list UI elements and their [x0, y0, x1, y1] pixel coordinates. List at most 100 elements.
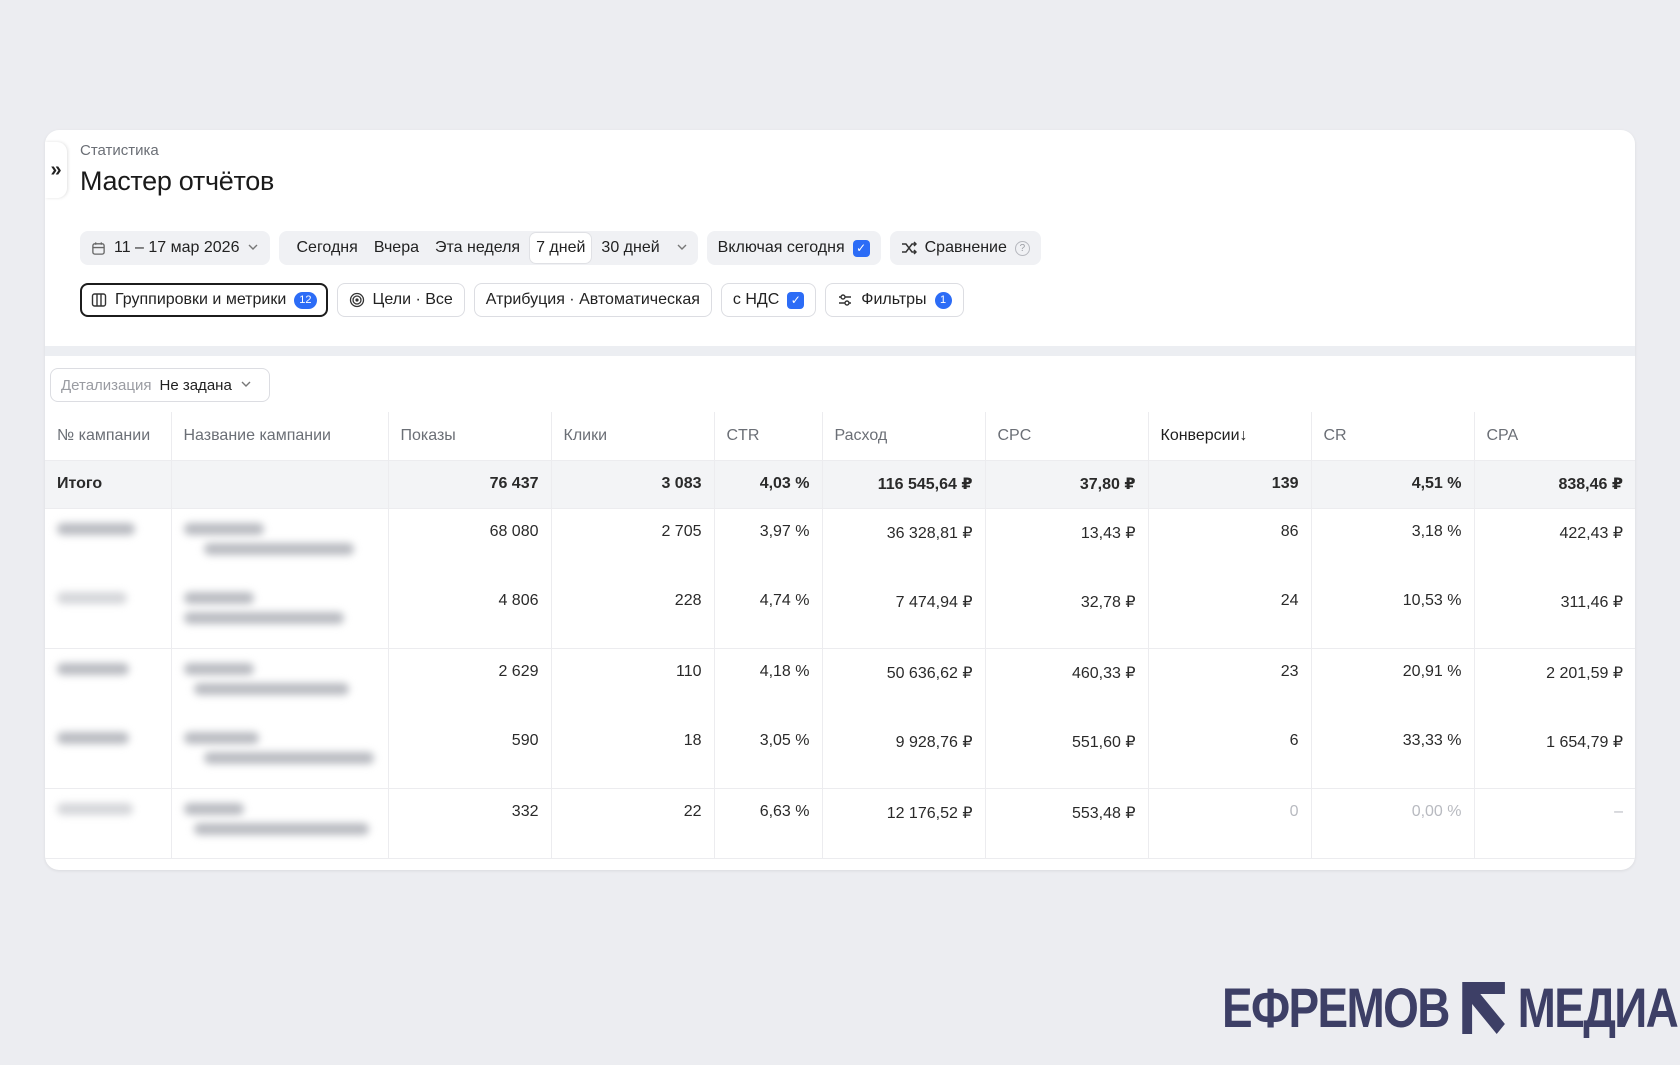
table-row[interactable]: 590 18 3,05 % 9 928,76 ₽ 551,60 ₽ 6 33,3…	[45, 718, 1635, 789]
table-cell: 36 328,81 ₽	[822, 508, 986, 578]
campaign-name-redacted	[171, 648, 389, 718]
table-cell: 3,97 %	[714, 508, 823, 578]
calendar-icon	[91, 241, 106, 256]
column-header[interactable]: CR	[1311, 412, 1475, 461]
table-row[interactable]: 2 629 110 4,18 % 50 636,62 ₽ 460,33 ₽ 23…	[45, 648, 1635, 718]
period-yesterday[interactable]: Вчера	[373, 239, 419, 256]
period-7-days[interactable]: 7 дней	[530, 233, 592, 263]
column-header[interactable]: Показы	[388, 412, 552, 461]
filters-count-badge: 1	[934, 291, 952, 309]
table-cell: 50 636,62 ₽	[822, 648, 986, 718]
vat-checkbox[interactable]: ✓	[787, 291, 805, 309]
column-header[interactable]: Клики	[551, 412, 715, 461]
breadcrumb[interactable]: Статистика	[80, 142, 159, 159]
detail-select[interactable]: Детализация Не задана	[50, 368, 270, 402]
column-header[interactable]: CPC	[985, 412, 1149, 461]
column-header-sorted[interactable]: Конверсии↓	[1148, 412, 1312, 461]
date-range-label: 11 – 17 мар 2026	[114, 239, 240, 256]
filters-button[interactable]: Фильтры 1	[825, 283, 964, 317]
vat-label: с НДС	[732, 291, 780, 308]
campaign-name-redacted	[171, 718, 389, 789]
logo-text-left: ЕФРЕМОВ	[1222, 976, 1450, 1039]
table-cell: 68 080	[388, 508, 552, 578]
campaign-id-redacted	[45, 788, 172, 859]
include-today-checkbox[interactable]: ✓	[852, 239, 870, 257]
groupings-label: Группировки и метрики	[115, 291, 287, 308]
table-cell: 37,80 ₽	[985, 460, 1149, 509]
groupings-count-badge: 12	[294, 291, 317, 309]
table-cell: 33,33 %	[1311, 718, 1475, 789]
table-cell: 422,43 ₽	[1559, 524, 1623, 542]
date-range-picker[interactable]: 11 – 17 мар 2026	[80, 231, 271, 265]
table-cell: 23	[1148, 648, 1312, 718]
table-row[interactable]: 68 080 2 705 3,97 % 36 328,81 ₽ 13,43 ₽ …	[45, 508, 1635, 578]
campaign-name-redacted	[171, 578, 389, 649]
table-cell: 4,51 %	[1311, 460, 1475, 509]
goals-label: Цели · Все	[372, 291, 453, 308]
toolbar-row-settings: Группировки и метрики 12 Цели · Все Атри…	[80, 283, 964, 317]
target-icon	[349, 292, 365, 308]
table-cell: 18	[551, 718, 715, 789]
logo-arrow-icon	[1461, 982, 1505, 1034]
table-cell: 86	[1148, 508, 1312, 578]
table-cell: 6,63 %	[714, 788, 823, 859]
detail-label: Детализация	[61, 376, 152, 394]
table-cell: 3,18 %	[1311, 508, 1475, 578]
table-cell: 311,46 ₽	[1474, 578, 1635, 649]
attribution-button[interactable]: Атрибуция · Автоматическая	[473, 283, 712, 317]
table-cell: 4,74 %	[714, 578, 823, 649]
column-header[interactable]: № кампании	[45, 412, 172, 461]
chevron-down-icon	[247, 241, 259, 256]
table-cell: 3,05 %	[714, 718, 823, 789]
campaign-name-redacted	[171, 788, 389, 859]
table-cell: 12 176,52 ₽	[822, 788, 986, 859]
table-cell: 0,00 %	[1311, 788, 1475, 859]
campaign-id-redacted	[45, 718, 172, 789]
period-this-week[interactable]: Эта неделя	[434, 239, 521, 256]
comparison-label: Сравнение	[924, 239, 1007, 256]
table-cell: 551,60 ₽	[985, 718, 1149, 789]
report-card: » Статистика Мастер отчётов 11 – 17 мар …	[45, 130, 1635, 870]
table-cell: 24	[1148, 578, 1312, 649]
include-today-label: Включая сегодня	[717, 239, 845, 256]
attribution-label: Атрибуция · Автоматическая	[485, 291, 700, 308]
table-cell: 2 705	[551, 508, 715, 578]
period-today[interactable]: Сегодня	[296, 239, 358, 256]
period-30-days[interactable]: 30 дней	[601, 239, 660, 256]
sidebar-expand-button[interactable]: »	[45, 142, 67, 198]
table-cell: 4,03 %	[714, 460, 823, 509]
detail-value: Не задана	[159, 376, 232, 394]
comparison-button[interactable]: Сравнение ?	[889, 231, 1041, 265]
table-header-row: № кампании Название кампании Показы Клик…	[45, 412, 1635, 461]
groupings-metrics-button[interactable]: Группировки и метрики 12	[80, 283, 328, 317]
shuffle-icon	[901, 240, 917, 256]
table-cell: –	[1474, 788, 1635, 859]
table-cell: 2 201,59 ₽	[1546, 664, 1623, 682]
help-icon[interactable]: ?	[1014, 240, 1030, 256]
table-cell: 10,53 %	[1311, 578, 1475, 649]
vat-toggle[interactable]: с НДС ✓	[720, 283, 817, 317]
table-cell: 332	[388, 788, 552, 859]
table-cell: 22	[551, 788, 715, 859]
table-row[interactable]: 4 806 228 4,74 % 7 474,94 ₽ 32,78 ₽ 24 1…	[45, 578, 1635, 649]
column-header[interactable]: CTR	[714, 412, 823, 461]
table-cell: 6	[1148, 718, 1312, 789]
campaign-id-redacted	[45, 578, 172, 649]
columns-icon	[91, 292, 107, 308]
table-cell: 116 545,64 ₽	[822, 460, 986, 509]
table-cell: 139	[1148, 460, 1312, 509]
stats-table: № кампании Название кампании Показы Клик…	[45, 412, 1635, 859]
chevron-down-icon[interactable]	[670, 241, 694, 256]
logo-text-right: МЕДИА	[1517, 976, 1679, 1039]
goals-button[interactable]: Цели · Все	[336, 283, 465, 317]
chevron-down-icon	[240, 378, 252, 393]
include-today-toggle[interactable]: Включая сегодня ✓	[706, 231, 881, 265]
table-cell: 2 629	[388, 648, 552, 718]
table-cell: 553,48 ₽	[985, 788, 1149, 859]
column-header[interactable]: CPA	[1474, 412, 1635, 461]
column-header[interactable]: Название кампании	[171, 412, 389, 461]
total-row: Итого 76 437 3 083 4,03 % 116 545,64 ₽ 3…	[45, 460, 1635, 509]
column-header[interactable]: Расход	[822, 412, 986, 461]
table-row[interactable]: 332 22 6,63 % 12 176,52 ₽ 553,48 ₽ 0 0,0…	[45, 788, 1635, 859]
toolbar-row-period: 11 – 17 мар 2026 Сегодня Вчера Эта недел…	[80, 231, 1041, 265]
